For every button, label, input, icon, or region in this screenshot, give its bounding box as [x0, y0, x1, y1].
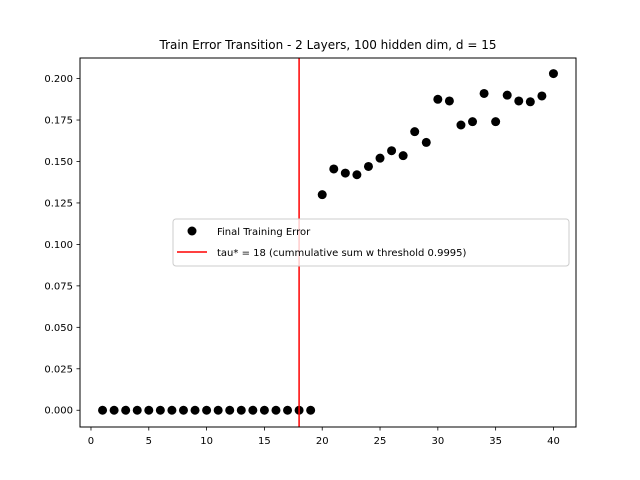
data-point: [421, 137, 431, 147]
y-tick-label: 0.075: [44, 281, 73, 292]
data-point: [283, 405, 293, 415]
x-tick-label: 25: [374, 436, 387, 447]
data-point: [248, 405, 258, 415]
y-tick-label: 0.100: [44, 240, 73, 251]
y-tick-label: 0.050: [44, 323, 73, 334]
data-point: [514, 96, 524, 106]
data-point: [548, 69, 558, 79]
data-point: [317, 190, 327, 200]
x-tick-label: 15: [258, 436, 271, 447]
y-tick-label: 0.000: [44, 406, 73, 417]
data-point: [398, 151, 408, 161]
y-tick-label: 0.175: [44, 116, 73, 127]
data-point: [225, 405, 235, 415]
data-point: [537, 91, 547, 101]
data-point: [468, 117, 478, 127]
y-tick-label: 0.200: [44, 74, 73, 85]
y-tick-label: 0.125: [44, 198, 73, 209]
data-point: [363, 161, 373, 171]
data-point: [167, 405, 177, 415]
y-tick-label: 0.025: [44, 364, 73, 375]
data-point: [375, 153, 385, 163]
legend-marker-final-training-error: [187, 226, 197, 236]
x-tick-label: 30: [431, 436, 444, 447]
x-tick-label: 40: [547, 436, 560, 447]
x-tick-label: 10: [200, 436, 213, 447]
ticks: 0 5 10 15 20 25 30 35 40 0.000 0.025 0.050 0.075 0.10…: [44, 74, 559, 447]
data-point: [387, 146, 397, 156]
legend: Final Training Error tau* = 18 (cummulat…: [172, 218, 570, 267]
legend-box: [172, 218, 570, 267]
data-point: [236, 405, 246, 415]
data-point: [444, 96, 454, 106]
x-tick-label: 0: [88, 436, 94, 447]
data-point: [213, 405, 223, 415]
y-tick-label: 0.150: [44, 157, 73, 168]
data-point: [259, 405, 269, 415]
data-point: [340, 168, 350, 178]
data-point: [306, 405, 316, 415]
data-point: [190, 405, 200, 415]
data-point: [491, 117, 501, 127]
data-point: [132, 405, 142, 415]
x-tick-label: 5: [146, 436, 152, 447]
data-point: [456, 120, 466, 130]
axes-frame: [79, 57, 577, 428]
data-point: [98, 405, 108, 415]
data-point: [502, 90, 512, 100]
data-point: [202, 405, 212, 415]
legend-label-tau: tau* = 18 (cummulative sum w threshold 0…: [217, 248, 467, 259]
data-point: [525, 97, 535, 107]
chart-title: Train Error Transition - 2 Layers, 100 h…: [159, 38, 497, 52]
data-point: [155, 405, 165, 415]
data-point: [352, 170, 362, 180]
data-point: [144, 405, 154, 415]
x-tick-label: 20: [316, 436, 329, 447]
data-point: [329, 164, 339, 174]
data-point: [178, 405, 188, 415]
data-point: [479, 88, 489, 98]
legend-label-final-training-error: Final Training Error: [217, 227, 311, 238]
data-point: [410, 127, 420, 137]
x-tick-label: 35: [489, 436, 502, 447]
data-point: [121, 405, 131, 415]
data-point: [271, 405, 281, 415]
data-point: [433, 94, 443, 104]
plot-area: [98, 58, 558, 427]
data-point: [109, 405, 119, 415]
